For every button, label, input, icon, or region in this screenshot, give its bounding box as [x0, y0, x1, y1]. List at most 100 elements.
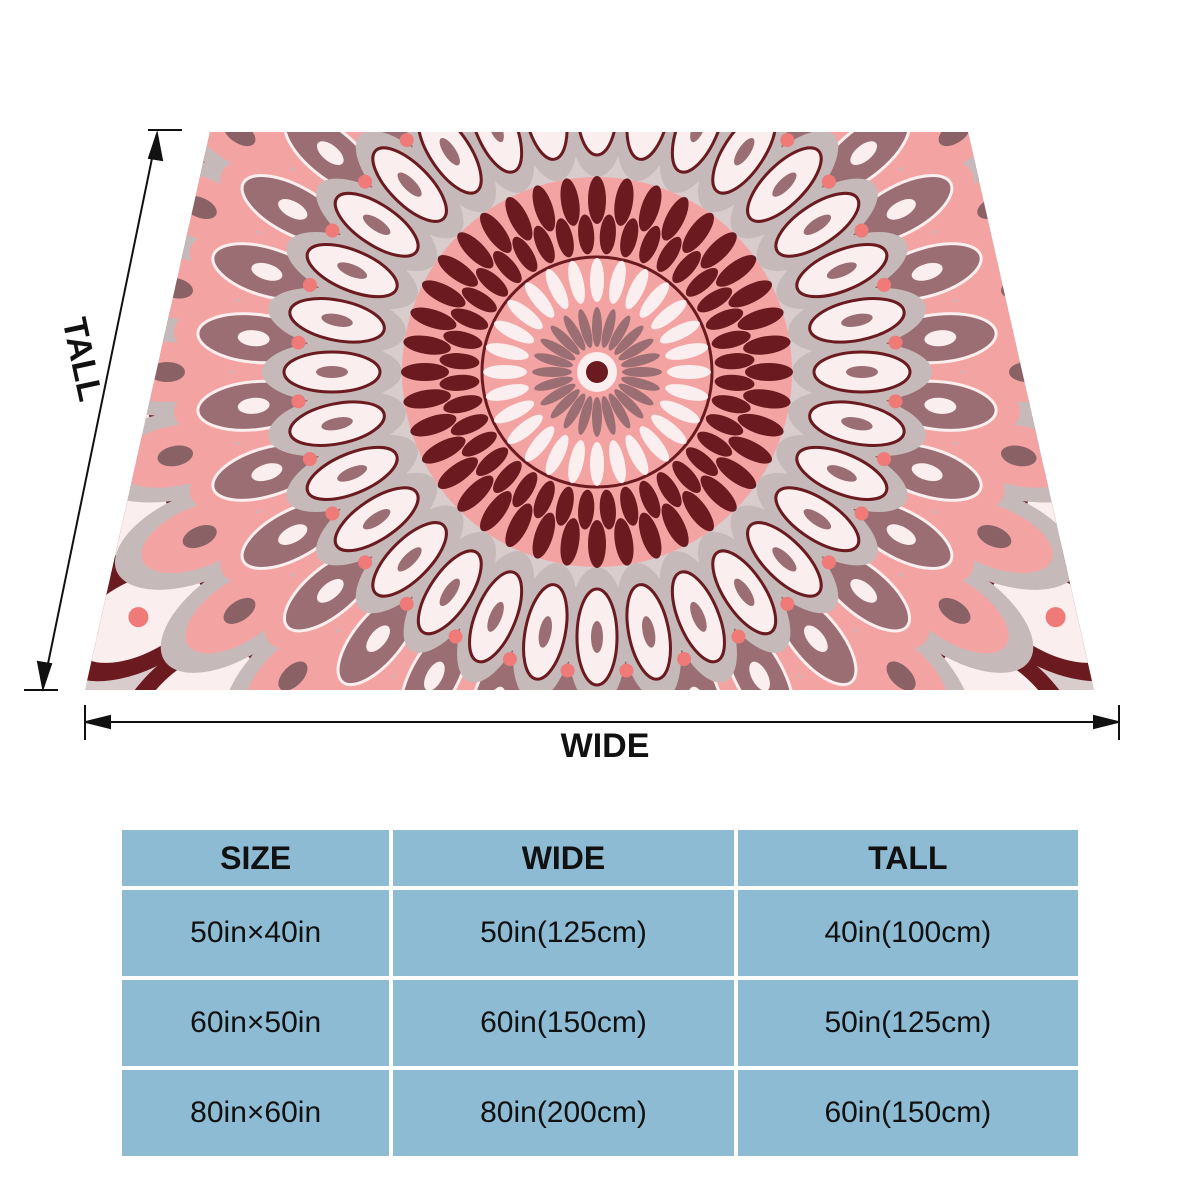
mandala-shape: [118, 0, 272, 114]
mandala-shape: [877, 277, 892, 292]
mandala-shape: [614, 518, 634, 566]
mandala-shape: [714, 353, 755, 370]
mandala-shape: [685, 268, 719, 297]
mandala-shape: [302, 452, 317, 467]
mandala-shape: [278, 661, 308, 690]
mandala-shape: [410, 307, 457, 331]
mandala-shape: [421, 436, 466, 464]
mandala-shape: [399, 596, 414, 611]
mandala-shape: [619, 66, 634, 81]
mandala-shape: [665, 384, 709, 401]
mandala-shape: [608, 393, 631, 429]
mandala-shape: [181, 688, 209, 716]
mandala-shape: [651, 414, 687, 445]
table-row: 50in×40in 50in(125cm) 40in(100cm): [122, 890, 1078, 976]
wide-label: WIDE: [561, 727, 650, 765]
mandala-shape: [532, 185, 556, 232]
mandala-shape: [913, 760, 941, 788]
mandala-shape: [922, 0, 1076, 114]
mandala-shape: [841, 313, 873, 327]
mandala-shape: [737, 413, 784, 437]
mandala-shape: [677, 652, 692, 667]
mandala-shape: [1019, 268, 1094, 374]
mandala-shape: [299, 0, 418, 83]
mandala-shape: [592, 307, 602, 347]
mandala-shape: [253, 760, 281, 788]
mandala-shape: [439, 374, 480, 391]
mandala-shape: [369, 764, 524, 800]
mandala-shape: [325, 506, 340, 521]
mandala-shape: [659, 400, 700, 424]
mandala-shape: [601, 309, 616, 348]
mandala-shape: [1026, 181, 1094, 262]
mandala-shape: [803, 625, 828, 653]
mandala-shape: [803, 509, 832, 530]
mandala-shape: [985, 688, 1013, 716]
mandala-shape: [672, 460, 701, 494]
mandala-shape: [475, 447, 509, 476]
mandala-shape: [223, 132, 256, 147]
mandala-shape: [550, 325, 580, 355]
mandala-shape: [716, 457, 757, 489]
mandala-shape: [287, 752, 416, 800]
mandala-shape: [705, 414, 744, 436]
mandala-shape: [554, 12, 573, 45]
mandala-shape: [195, 697, 339, 800]
mandala-shape: [424, 661, 445, 690]
mandala-shape: [881, 48, 921, 88]
mandala-shape: [461, 287, 497, 313]
mandala-shape: [485, 343, 529, 360]
mandala-shape: [826, 0, 1027, 76]
mandala-shape: [520, 0, 607, 112]
mandala-shape: [661, 503, 689, 548]
mandala-shape: [591, 91, 603, 123]
mandala-shape: [639, 480, 661, 519]
mandala-shape: [671, 764, 826, 800]
mandala-shape: [1045, 132, 1066, 137]
mandala-shape: [697, 287, 733, 313]
mandala-shape: [512, 472, 538, 508]
mandala-shape: [128, 607, 149, 628]
mandala-shape: [578, 309, 593, 348]
mandala-shape: [749, 661, 770, 690]
mandala-shape: [749, 0, 922, 114]
mandala-shape: [507, 414, 543, 445]
mandala-shape: [578, 214, 595, 255]
mandala-shape: [1002, 164, 1094, 278]
mandala-shape: [321, 313, 353, 327]
mandala-shape: [443, 330, 483, 349]
mandala-shape: [452, 697, 573, 800]
mandala-shape: [475, 268, 509, 297]
mandala-shape: [1044, 284, 1094, 358]
mandala-shape: [670, 132, 726, 174]
mandala-shape: [625, 269, 649, 310]
mandala-shape: [977, 525, 1012, 549]
table-row: 60in×50in 60in(150cm) 50in(125cm): [122, 980, 1078, 1066]
mandala-shape: [507, 299, 543, 330]
mandala-shape: [588, 520, 606, 568]
mandala-shape: [493, 250, 522, 284]
wide-arrow: [84, 705, 1120, 740]
mandala-shape: [658, 0, 736, 102]
mandala-shape: [237, 330, 270, 347]
mandala-shape: [538, 616, 552, 648]
mandala-shape: [668, 774, 695, 800]
mandala-shape: [540, 383, 576, 406]
mandala-shape: [251, 463, 283, 482]
mandala-shape: [545, 434, 569, 475]
mandala-shape: [302, 277, 317, 292]
mandala-shape: [734, 137, 755, 166]
mandala-shape: [712, 7, 807, 128]
mandala-shape: [340, 709, 377, 750]
mandala-shape: [397, 547, 422, 572]
mandala-shape: [659, 320, 700, 344]
mandala-shape: [991, 132, 1094, 173]
mandala-shape: [599, 489, 616, 530]
mandala-shape: [563, 393, 586, 429]
mandala-shape: [487, 132, 504, 143]
header-cell: WIDE: [393, 830, 734, 886]
mandala-shape: [591, 621, 603, 653]
mandala-shape: [620, 218, 639, 258]
mandala-shape: [846, 366, 878, 378]
mandala-shape: [614, 178, 634, 226]
